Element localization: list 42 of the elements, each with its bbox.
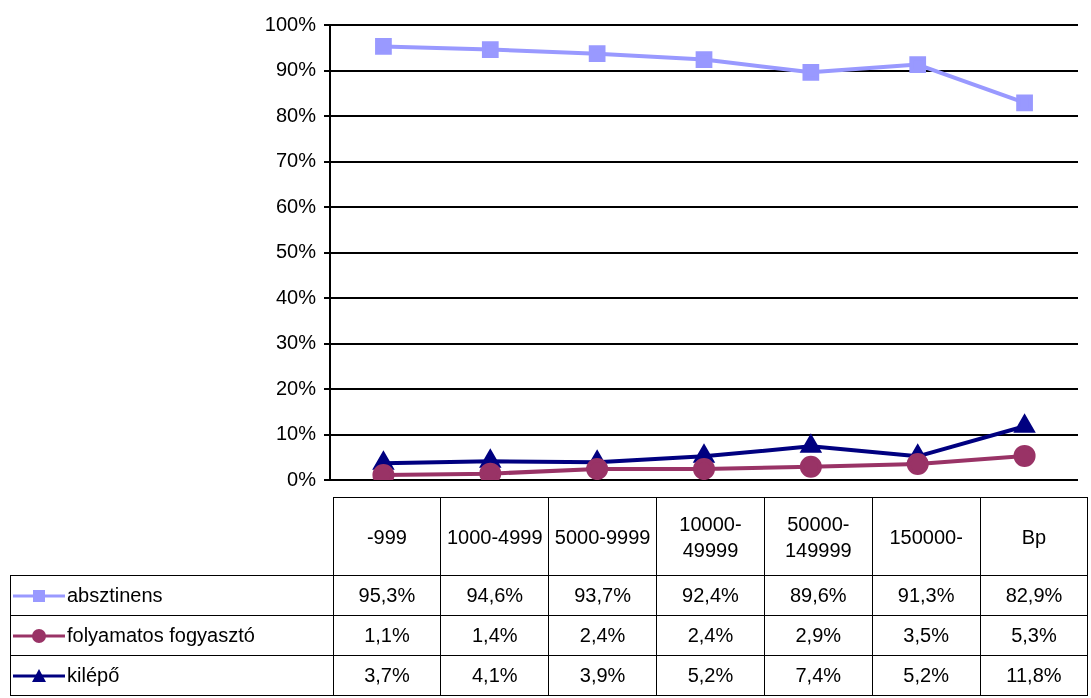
data-label: 7,4%	[764, 655, 873, 696]
y-tick-label: 10%	[275, 422, 317, 445]
data-label: 2,4%	[656, 615, 765, 656]
x-tick-label: 5000-9999	[548, 497, 657, 576]
data-label: 1,4%	[440, 615, 549, 656]
data-label: 11,8%	[980, 655, 1088, 696]
data-label: 2,4%	[548, 615, 657, 656]
data-label: 92,4%	[656, 575, 765, 616]
x-tick-label: Bp	[980, 497, 1088, 576]
y-tick-label: 60%	[275, 194, 317, 217]
data-label: 5,2%	[872, 655, 981, 696]
y-tick-label: 0%	[287, 467, 317, 490]
data-label: 89,6%	[764, 575, 873, 616]
data-label: 2,9%	[764, 615, 873, 656]
x-tick-label: 10000-49999	[656, 497, 765, 576]
data-label: 1,1%	[333, 615, 441, 656]
data-label: 91,3%	[872, 575, 981, 616]
data-label: 5,3%	[980, 615, 1088, 656]
x-tick-label: 50000-149999	[764, 497, 873, 576]
data-label: 3,9%	[548, 655, 657, 696]
data-label: 3,7%	[333, 655, 441, 696]
y-tick-label: 100%	[264, 12, 317, 35]
data-label: 3,5%	[872, 615, 981, 656]
data-label: 82,9%	[980, 575, 1088, 616]
y-tick-label: 90%	[275, 58, 317, 81]
x-tick-label: 150000-	[872, 497, 981, 576]
legend-label: folyamatos fogyasztó	[67, 623, 255, 646]
y-tick-label: 30%	[275, 331, 317, 354]
data-label: 4,1%	[440, 655, 549, 696]
data-label: 5,2%	[656, 655, 765, 696]
data-label: 95,3%	[333, 575, 441, 616]
x-tick-label: 1000-4999	[440, 497, 549, 576]
legend-label: absztinens	[67, 583, 163, 606]
y-tick-label: 80%	[275, 103, 317, 126]
x-tick-label: -999	[333, 497, 441, 576]
data-label: 93,7%	[548, 575, 657, 616]
y-tick-label: 40%	[275, 285, 317, 308]
y-tick-label: 20%	[275, 376, 317, 399]
data-label: 94,6%	[440, 575, 549, 616]
legend-label: kilépő	[67, 663, 120, 686]
y-tick-label: 50%	[275, 240, 317, 263]
y-tick-label: 70%	[275, 149, 317, 172]
